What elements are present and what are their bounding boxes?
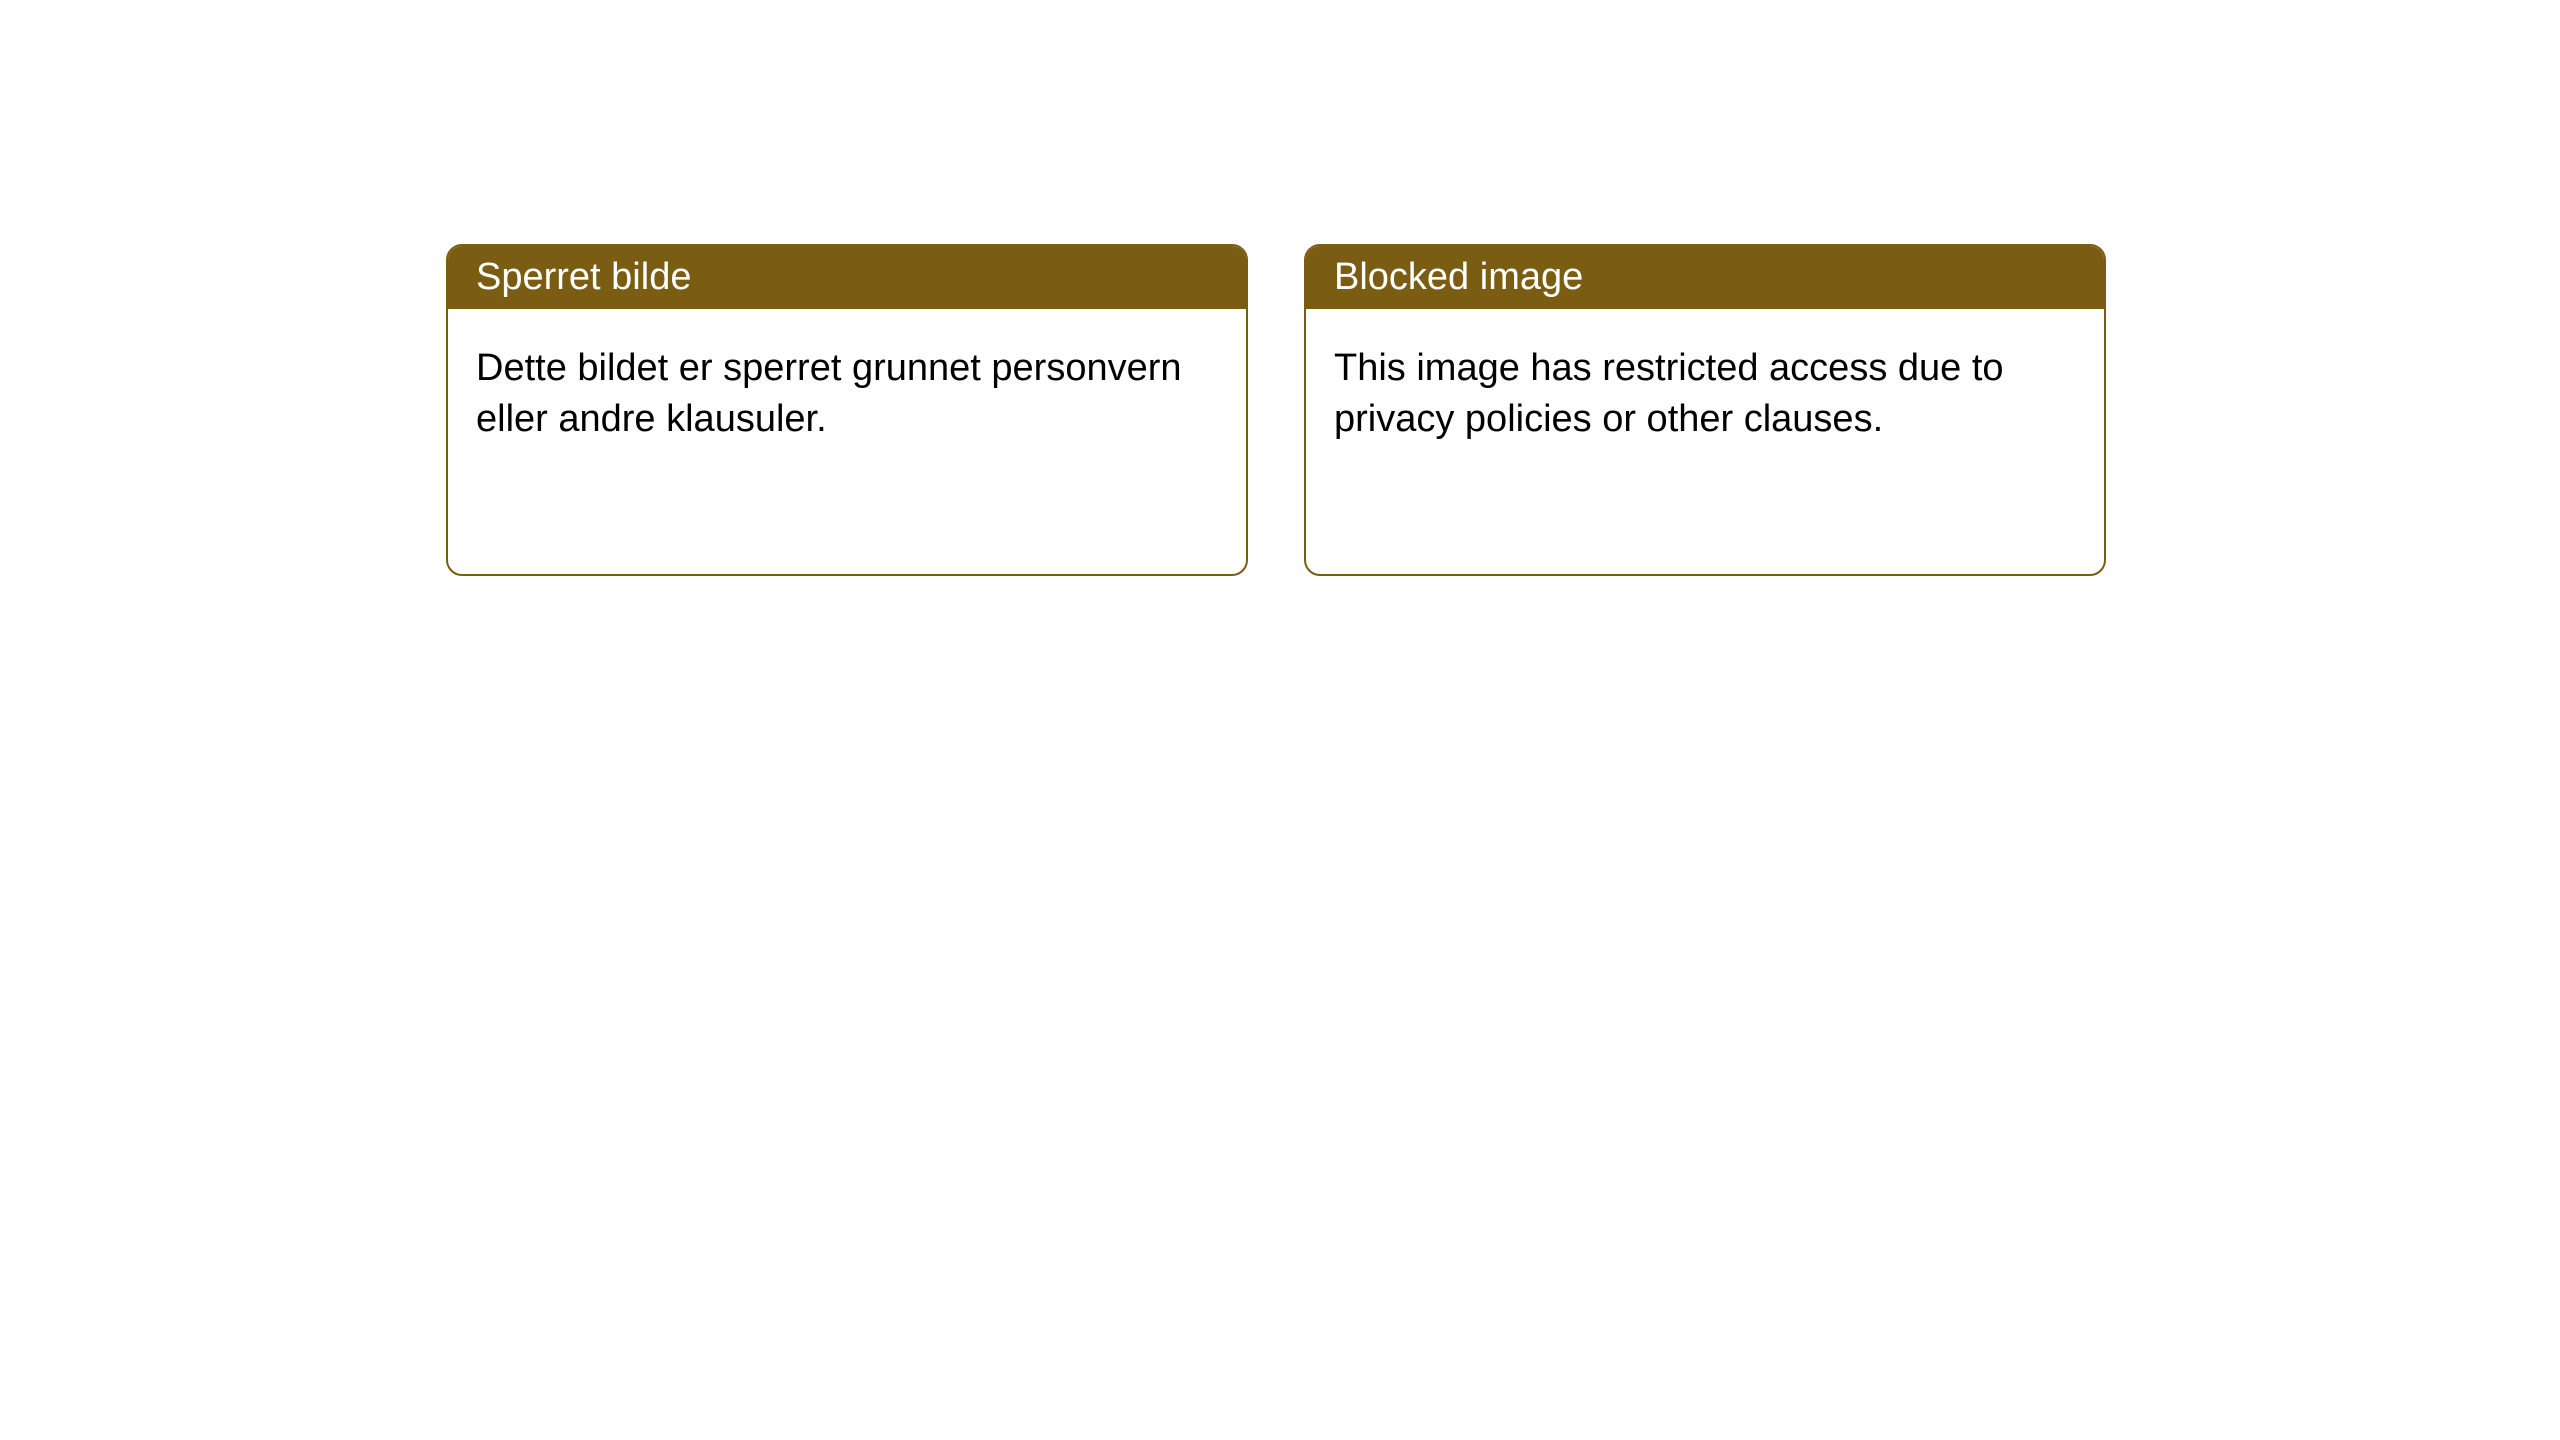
blocked-image-card-norwegian: Sperret bilde Dette bildet er sperret gr… (446, 244, 1248, 576)
card-title: Blocked image (1334, 256, 1583, 298)
card-header: Blocked image (1306, 246, 2104, 309)
card-body: Dette bildet er sperret grunnet personve… (448, 309, 1246, 480)
card-body-text: This image has restricted access due to … (1334, 347, 2004, 440)
notice-container: Sperret bilde Dette bildet er sperret gr… (446, 244, 2106, 576)
card-body: This image has restricted access due to … (1306, 309, 2104, 480)
card-body-text: Dette bildet er sperret grunnet personve… (476, 347, 1182, 440)
card-title: Sperret bilde (476, 256, 691, 298)
card-header: Sperret bilde (448, 246, 1246, 309)
blocked-image-card-english: Blocked image This image has restricted … (1304, 244, 2106, 576)
